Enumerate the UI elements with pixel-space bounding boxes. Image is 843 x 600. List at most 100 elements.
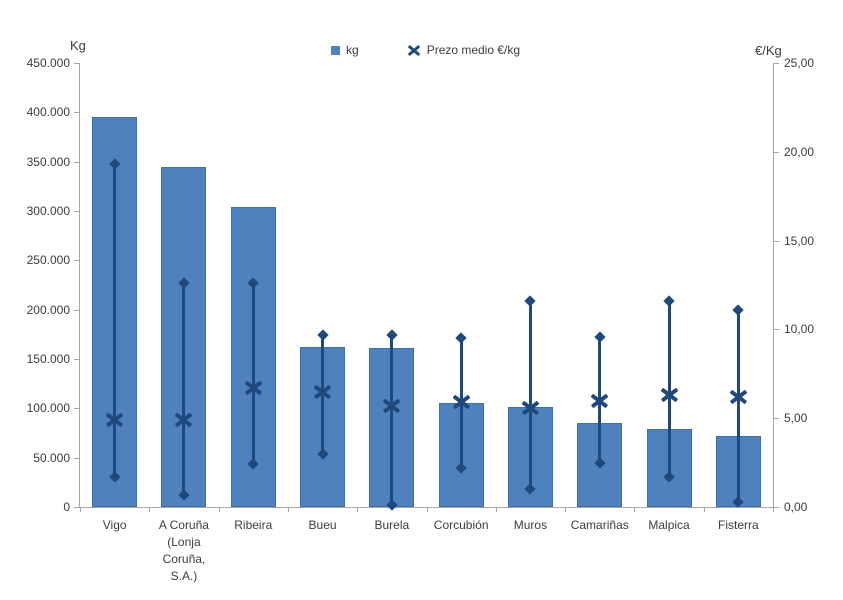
left-axis-tick-label: 250.000 <box>26 253 70 268</box>
price-mean-marker-bueu <box>314 384 331 400</box>
left-axis-tick-label: 400.000 <box>26 105 70 120</box>
price-high-marker-bueu <box>316 329 329 341</box>
right-axis-tick <box>774 507 779 508</box>
category-label-line: Fisterra <box>718 518 759 532</box>
price-range-line-muros <box>528 300 532 490</box>
left-axis-tick <box>74 260 79 262</box>
left-axis-tick-label: 50.000 <box>33 450 70 465</box>
category-boundary-tick <box>357 508 359 512</box>
left-axis-tick <box>74 161 79 163</box>
left-axis-tick-label: 200.000 <box>26 302 70 317</box>
category-label-line: Muros <box>513 518 548 532</box>
right-axis-tick-label: 15,00 <box>784 233 815 248</box>
category-label-line: Bueu <box>308 518 337 532</box>
category-label-line: Malpica <box>648 518 690 532</box>
left-axis-tick-label: 450.000 <box>26 56 70 70</box>
category-label-line: (Lonja <box>167 535 201 549</box>
left-axis-tick-label: 0 <box>63 500 70 514</box>
right-axis-title: €/Kg <box>755 43 782 58</box>
category-label-burela: Burela <box>357 517 426 534</box>
category-label-line: Burela <box>374 518 410 532</box>
bar-series-swatch-icon <box>331 45 340 55</box>
price-high-marker-malpica <box>663 295 675 307</box>
category-boundary-tick <box>149 508 151 512</box>
right-axis-tick <box>774 151 779 153</box>
price-range-line-vigo <box>113 164 117 477</box>
price-range-line-a-coru-a-lonja-coru-a-s- <box>182 283 186 495</box>
legend: kg Prezo medio €/kg <box>331 43 520 57</box>
price-mean-marker-fisterra <box>730 389 747 405</box>
price-mean-marker-vigo <box>106 412 123 428</box>
category-boundary-tick <box>773 508 774 512</box>
left-axis-tick <box>74 211 79 212</box>
category-label-ribeira: Ribeira <box>219 517 288 534</box>
price-mean-marker-corcubi-n <box>453 394 470 410</box>
category-boundary-tick <box>703 508 705 512</box>
price-high-marker-burela <box>386 329 398 341</box>
category-label-vigo: Vigo <box>80 517 149 534</box>
left-axis-tick <box>74 359 79 360</box>
left-axis-title: Kg <box>70 38 86 53</box>
price-mean-marker-burela <box>383 398 400 414</box>
left-axis-tick <box>74 309 79 311</box>
category-label-bueu: Bueu <box>288 517 357 534</box>
right-axis-line <box>773 63 774 507</box>
left-axis-tick-label: 350.000 <box>26 154 70 169</box>
price-mean-marker-ribeira <box>245 380 262 396</box>
category-label-muros: Muros <box>496 517 565 534</box>
price-high-marker-muros <box>524 295 537 307</box>
left-axis-tick <box>74 112 79 114</box>
price-mean-marker-camari-as <box>591 392 608 408</box>
legend-item-kg: kg <box>331 43 359 57</box>
category-boundary-tick <box>426 508 428 512</box>
category-label-line: Ribeira <box>234 518 273 532</box>
left-axis-tick <box>74 63 79 64</box>
price-range-line-fisterra <box>736 309 740 502</box>
right-axis-tick <box>774 63 779 64</box>
category-boundary-tick <box>565 508 567 512</box>
right-axis-tick <box>774 329 779 331</box>
category-label-line: Vigo <box>102 518 127 532</box>
left-axis-tick-label: 100.000 <box>26 401 70 416</box>
category-label-fisterra: Fisterra <box>704 517 773 534</box>
price-mean-marker-muros <box>522 400 539 416</box>
category-boundary-tick <box>80 508 81 512</box>
category-boundary-tick <box>634 508 636 512</box>
right-axis-tick-label: 10,00 <box>784 322 815 337</box>
legend-label-kg: kg <box>346 43 359 57</box>
legend-label-prezo-medio: Prezo medio €/kg <box>426 43 521 57</box>
left-axis-tick <box>74 408 79 410</box>
category-boundary-tick <box>218 508 220 512</box>
left-axis-tick <box>74 507 79 508</box>
category-label-malpica: Malpica <box>634 517 703 534</box>
category-label-line: A Coruña <box>158 518 209 532</box>
legend-item-prezo-medio: Prezo medio €/kg <box>407 43 520 57</box>
right-axis-tick <box>774 240 779 242</box>
right-axis-tick-label: 25,00 <box>784 56 815 70</box>
price-range-line-burela <box>390 334 394 506</box>
category-boundary-tick <box>495 508 497 512</box>
category-label-line: S.A.) <box>170 569 198 583</box>
price-range-line-ribeira <box>251 283 255 465</box>
category-label-camari-as: Camariñas <box>565 517 634 534</box>
left-axis-tick <box>74 457 79 459</box>
price-high-marker-camari-as <box>594 330 606 343</box>
category-label-a-coru-a-lonja-coru-a-s-: A Coruña (Lonja Coruña, S.A.) <box>149 517 218 585</box>
left-axis-tick-label: 150.000 <box>26 352 70 366</box>
right-axis-tick <box>774 418 779 420</box>
price-high-marker-fisterra <box>732 304 745 316</box>
right-axis-tick-label: 0,00 <box>784 500 808 514</box>
left-axis-tick-label: 300.000 <box>26 204 70 218</box>
right-axis-tick-label: 5,00 <box>784 411 808 426</box>
left-axis-line <box>79 63 80 507</box>
price-high-marker-corcubi-n <box>455 332 467 344</box>
category-label-line: Camariñas <box>570 518 629 532</box>
category-boundary-tick <box>287 508 289 512</box>
price-mean-marker-malpica <box>661 387 678 403</box>
category-label-line: Corcubión <box>433 518 489 532</box>
price-mean-marker-a-coru-a-lonja-coru-a-s- <box>175 412 192 428</box>
right-axis-tick-label: 20,00 <box>784 144 815 159</box>
category-label-corcubi-n: Corcubión <box>427 517 496 534</box>
